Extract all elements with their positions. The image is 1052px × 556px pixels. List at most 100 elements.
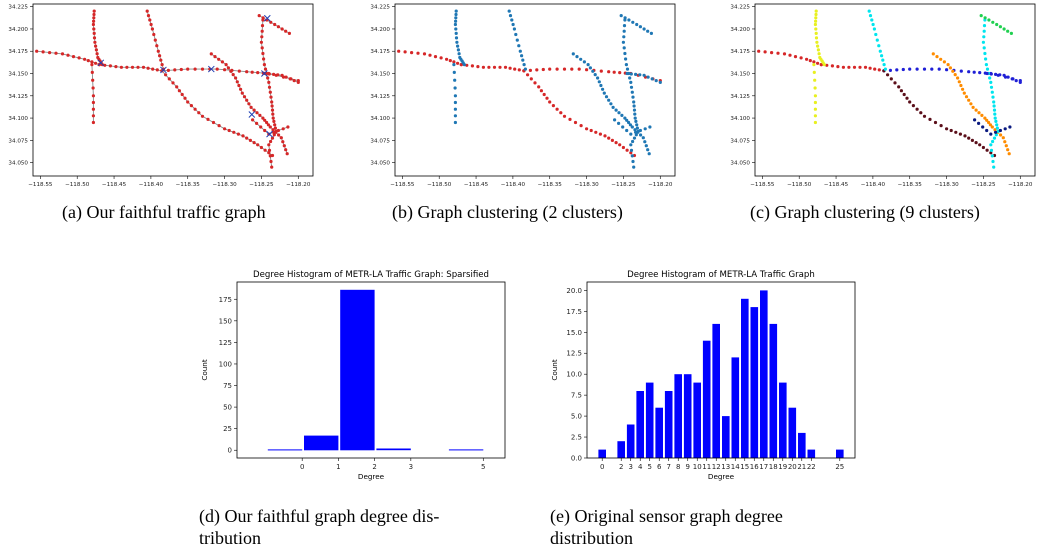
sensor-node [262, 63, 266, 67]
sensor-node [508, 14, 513, 18]
sensor-node [634, 130, 638, 134]
caption-e-line2: distribution [550, 528, 634, 548]
sensor-node [813, 22, 817, 27]
sensor-node [770, 51, 774, 55]
sensor-node [273, 126, 277, 130]
sensor-node [555, 67, 559, 71]
sensor-node [982, 24, 987, 28]
x-tick-label: 11 [702, 463, 711, 471]
caption-e: (e) Original sensor graph degree distrib… [550, 505, 783, 549]
sensor-node [977, 121, 981, 125]
sensor-node [296, 80, 300, 84]
sensor-node [993, 116, 997, 120]
sensor-node [958, 132, 962, 136]
sensor-node [895, 68, 899, 72]
sensor-node [638, 128, 642, 133]
sensor-node [922, 67, 927, 71]
y-tick-label: 0.0 [571, 455, 582, 463]
sensor-node [1010, 77, 1014, 81]
sensor-node [883, 67, 887, 71]
sensor-node [266, 123, 270, 127]
sensor-node [94, 44, 98, 48]
sensor-node [535, 68, 539, 72]
sensor-node [974, 108, 978, 112]
sensor-node [235, 80, 239, 84]
sensor-node [454, 12, 458, 17]
sensor-node [881, 58, 885, 62]
sensor-node [217, 57, 221, 61]
sensor-node [158, 54, 162, 58]
bar [655, 407, 663, 458]
sensor-node [269, 139, 273, 144]
sensor-node [77, 56, 81, 60]
sensor-node [623, 51, 627, 56]
sensor-node [562, 67, 567, 71]
sensor-node [591, 69, 595, 73]
x-axis-label: Degree [358, 472, 385, 481]
sensor-node [200, 114, 205, 118]
y-tick-label: 34.125 [370, 94, 390, 100]
sensor-node [268, 90, 272, 94]
sensor-node [814, 27, 818, 31]
sensor-node [136, 65, 140, 69]
sensor-node [515, 38, 519, 42]
sensor-node [180, 92, 184, 97]
sensor-node [618, 143, 622, 147]
sensor-node [874, 32, 878, 37]
sensor-node [258, 113, 262, 117]
sensor-node [629, 148, 634, 152]
sensor-node [813, 114, 817, 118]
x-tick-label: 3 [409, 463, 413, 471]
y-tick-label: 125 [219, 339, 232, 347]
sensor-node [982, 35, 986, 39]
sensor-node [211, 120, 216, 125]
sensor-node [220, 60, 224, 64]
sensor-node [239, 87, 243, 91]
sensor-node [911, 104, 915, 108]
sensor-node [270, 165, 274, 169]
hub-marker [263, 14, 271, 22]
sensor-node [452, 70, 456, 74]
sensor-node [638, 73, 642, 77]
sensor-node [963, 134, 967, 138]
sensor-node [146, 66, 150, 70]
bar [788, 407, 797, 458]
sensor-node [161, 67, 165, 71]
sensor-node [993, 128, 997, 132]
sensor-node [599, 69, 603, 73]
sensor-node [977, 111, 981, 115]
sensor-node [213, 55, 217, 59]
sensor-node [48, 51, 52, 55]
sensor-node [268, 125, 272, 129]
x-tick-label: −118.45 [102, 182, 127, 188]
sensor-node [1004, 144, 1008, 148]
bar [448, 449, 484, 451]
sensor-node [281, 127, 285, 131]
sensor-node [261, 51, 265, 56]
x-tick-label: −118.35 [898, 182, 923, 188]
sensor-node [984, 63, 988, 67]
sensor-node [517, 44, 521, 48]
sensor-node [882, 63, 886, 67]
y-tick-label: 34.050 [730, 161, 750, 167]
x-tick-label: 8 [676, 463, 680, 471]
x-tick-label: 21 [797, 463, 806, 471]
x-axis-label: Degree [708, 472, 735, 481]
y-tick-label: 34.075 [8, 138, 28, 144]
sensor-node [959, 83, 963, 88]
sensor-node [817, 52, 821, 56]
caption-b: (b) Graph clustering (2 clusters) [392, 202, 623, 222]
hub-marker [207, 65, 215, 73]
sensor-node [90, 63, 94, 67]
sensor-node [215, 67, 219, 71]
sensor-node [852, 65, 857, 69]
sensor-node [197, 111, 201, 115]
sensor-node [573, 120, 578, 125]
sensor-node [596, 76, 600, 80]
sensor-node [618, 71, 622, 75]
bar [760, 290, 768, 458]
caption-a: (a) Our faithful traffic graph [62, 202, 266, 222]
sensor-node [970, 138, 974, 142]
sensor-node [981, 125, 985, 129]
sensor-node [260, 35, 264, 39]
